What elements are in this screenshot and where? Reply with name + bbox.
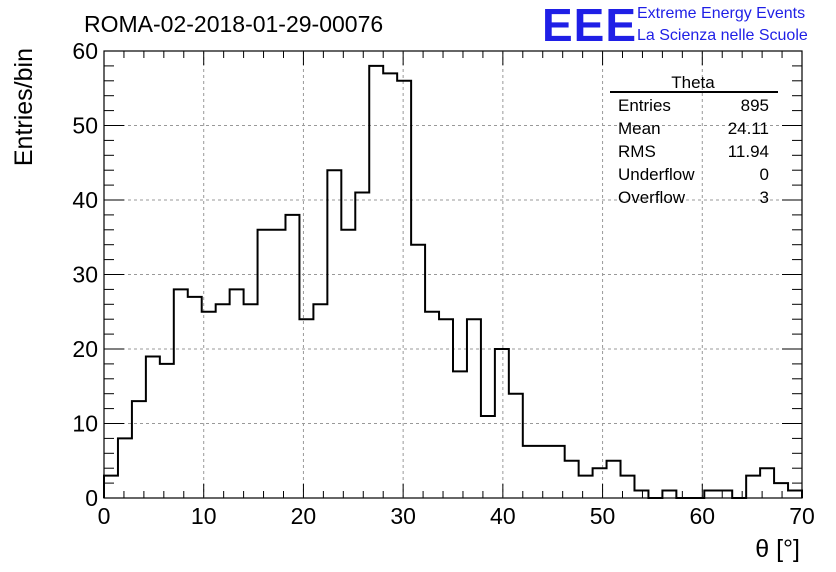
y-tick-label: 50	[72, 113, 98, 139]
x-tick-label: 0	[98, 503, 111, 529]
stats-value-rms: 11.94	[728, 142, 769, 161]
x-axis-title: θ [°]	[755, 535, 800, 563]
x-tick-label: 50	[590, 503, 616, 529]
y-tick-label: 30	[72, 262, 98, 288]
y-tick-label: 40	[72, 187, 98, 213]
y-tick-label: 10	[72, 411, 98, 437]
histogram-series-line	[103, 64, 803, 499]
stats-label-mean: Mean	[618, 119, 661, 138]
stats-box: Theta Entries 895 Mean 24.11 RMS 11.94 Underfl…	[610, 73, 778, 207]
x-tick-labels: 0 10 20 30 40 50 60 70	[98, 503, 815, 529]
logo-line-2: La Scienza nelle Scuole	[637, 27, 808, 44]
logo-line-1: Extreme Energy Events	[637, 5, 805, 22]
logo-mark: EEE	[542, 0, 637, 51]
y-tick-labels: 0 10 20 30 40 50 60	[72, 38, 98, 511]
y-axis-title: Entries/bin	[10, 48, 38, 166]
eee-logo: EEE Extreme Energy Events La Scienza nel…	[542, 0, 808, 51]
y-tick-label: 20	[72, 336, 98, 362]
stats-title: Theta	[671, 73, 715, 92]
axis-ticks	[103, 50, 803, 499]
x-tick-label: 60	[689, 503, 715, 529]
x-tick-label: 20	[291, 503, 317, 529]
stats-label-overflow: Overflow	[618, 188, 686, 207]
x-tick-label: 30	[390, 503, 416, 529]
stats-value-underflow: 0	[760, 165, 769, 184]
stats-value-overflow: 3	[760, 188, 769, 207]
y-tick-label: 0	[85, 485, 98, 511]
chart-title: ROMA-02-2018-01-29-00076	[84, 11, 383, 37]
y-tick-label: 60	[72, 38, 98, 64]
stats-label-rms: RMS	[618, 142, 656, 161]
stats-rows: Entries 895 Mean 24.11 RMS 11.94 Underflow 0 Ove…	[618, 96, 769, 207]
grid-lines	[104, 51, 802, 498]
stats-label-entries: Entries	[618, 96, 671, 115]
x-tick-label: 40	[490, 503, 516, 529]
x-tick-label: 70	[789, 503, 815, 529]
stats-value-entries: 895	[741, 96, 769, 115]
stats-value-mean: 24.11	[728, 119, 769, 138]
x-tick-label: 10	[191, 503, 217, 529]
stats-label-underflow: Underflow	[618, 165, 695, 184]
